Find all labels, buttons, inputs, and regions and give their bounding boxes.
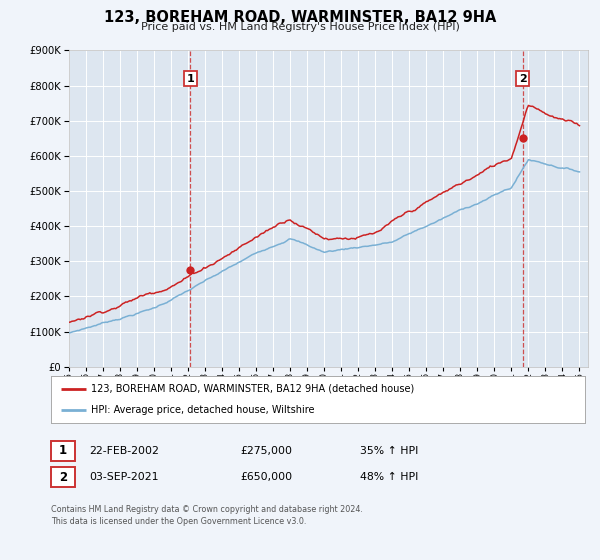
Text: HPI: Average price, detached house, Wiltshire: HPI: Average price, detached house, Wilt… bbox=[91, 405, 314, 416]
Text: £650,000: £650,000 bbox=[240, 472, 292, 482]
Text: 123, BOREHAM ROAD, WARMINSTER, BA12 9HA (detached house): 123, BOREHAM ROAD, WARMINSTER, BA12 9HA … bbox=[91, 384, 415, 394]
Text: Price paid vs. HM Land Registry's House Price Index (HPI): Price paid vs. HM Land Registry's House … bbox=[140, 22, 460, 32]
Text: 123, BOREHAM ROAD, WARMINSTER, BA12 9HA: 123, BOREHAM ROAD, WARMINSTER, BA12 9HA bbox=[104, 10, 496, 25]
Text: Contains HM Land Registry data © Crown copyright and database right 2024.
This d: Contains HM Land Registry data © Crown c… bbox=[51, 505, 363, 526]
Text: 1: 1 bbox=[187, 73, 194, 83]
Text: 03-SEP-2021: 03-SEP-2021 bbox=[89, 472, 158, 482]
Text: 22-FEB-2002: 22-FEB-2002 bbox=[89, 446, 158, 456]
Text: 48% ↑ HPI: 48% ↑ HPI bbox=[360, 472, 418, 482]
Text: 1: 1 bbox=[59, 444, 67, 458]
Text: 2: 2 bbox=[59, 470, 67, 484]
Text: 35% ↑ HPI: 35% ↑ HPI bbox=[360, 446, 418, 456]
Text: £275,000: £275,000 bbox=[240, 446, 292, 456]
Text: 2: 2 bbox=[519, 73, 527, 83]
